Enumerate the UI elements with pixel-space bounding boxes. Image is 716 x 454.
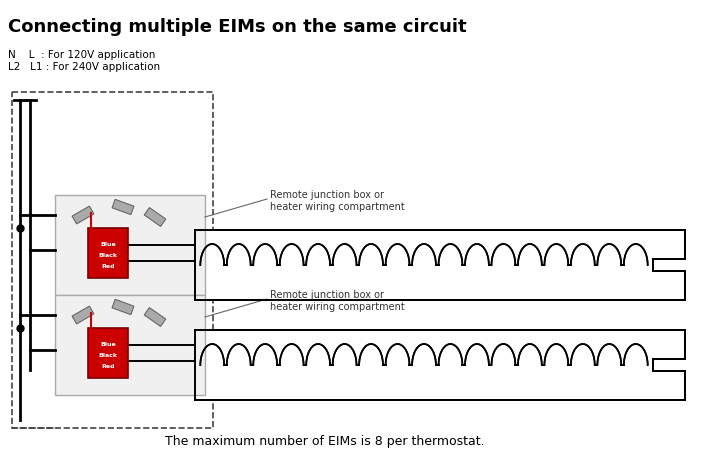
Text: Remote junction box or
heater wiring compartment: Remote junction box or heater wiring com… bbox=[270, 190, 405, 212]
Bar bbox=[12, 92, 213, 428]
Text: L2   L1 : For 240V application: L2 L1 : For 240V application bbox=[8, 62, 160, 72]
Text: Black: Black bbox=[99, 353, 117, 358]
Text: N    L  : For 120V application: N L : For 120V application bbox=[8, 50, 155, 60]
Polygon shape bbox=[72, 306, 94, 324]
Bar bbox=[88, 228, 128, 278]
Polygon shape bbox=[144, 307, 166, 326]
Bar bbox=[196, 331, 684, 399]
Text: Red: Red bbox=[101, 365, 115, 370]
Text: Black: Black bbox=[99, 253, 117, 258]
Bar bbox=[196, 231, 684, 299]
Bar bbox=[88, 328, 128, 378]
Polygon shape bbox=[72, 206, 94, 224]
Polygon shape bbox=[112, 299, 134, 315]
Text: Remote junction box or
heater wiring compartment: Remote junction box or heater wiring com… bbox=[270, 290, 405, 311]
Bar bbox=[55, 195, 205, 295]
Polygon shape bbox=[112, 199, 134, 215]
Text: Blue: Blue bbox=[100, 242, 116, 247]
Text: Blue: Blue bbox=[100, 341, 116, 346]
Polygon shape bbox=[144, 207, 166, 227]
Text: The maximum number of EIMs is 8 per thermostat.: The maximum number of EIMs is 8 per ther… bbox=[165, 435, 485, 448]
Text: Connecting multiple EIMs on the same circuit: Connecting multiple EIMs on the same cir… bbox=[8, 18, 467, 36]
Text: Red: Red bbox=[101, 265, 115, 270]
Bar bbox=[55, 295, 205, 395]
